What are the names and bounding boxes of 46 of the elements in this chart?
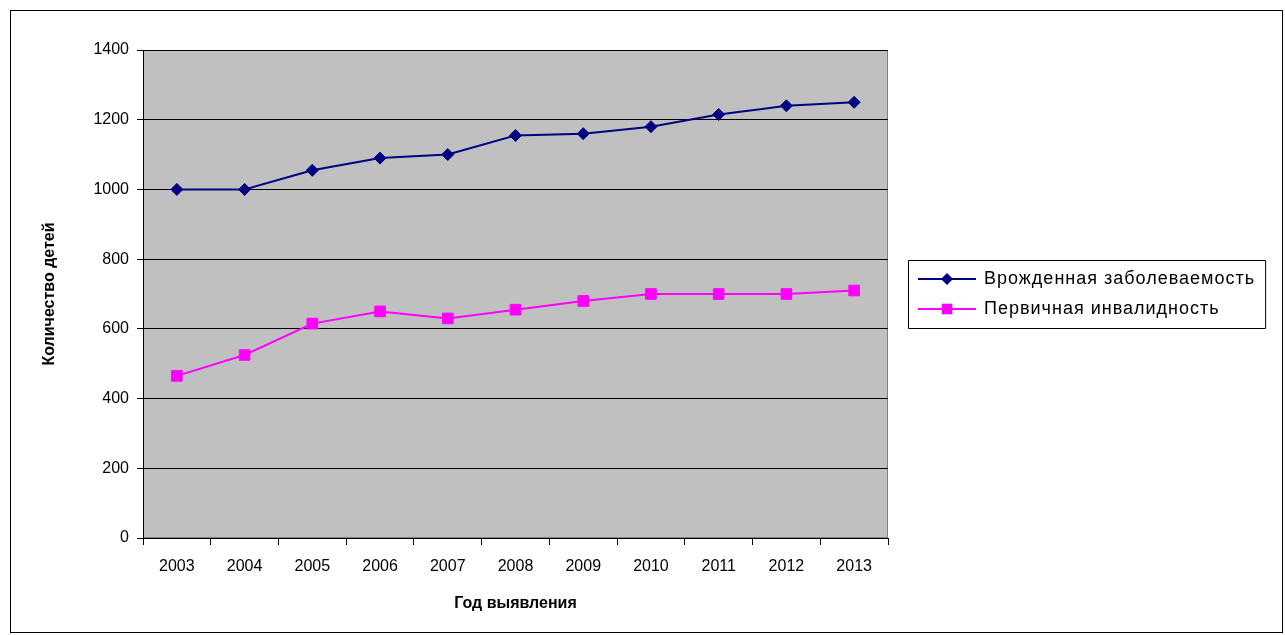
point <box>441 148 455 162</box>
point <box>712 107 726 121</box>
x-tick-label: 2003 <box>159 557 195 575</box>
point <box>509 128 522 142</box>
y-tick-label: 600 <box>102 319 130 337</box>
x-tick-label: 2009 <box>565 557 602 575</box>
point <box>238 182 252 196</box>
point <box>645 288 657 300</box>
y-tick-label: 0 <box>120 528 130 546</box>
y-axis-title: Количество детей <box>40 222 58 366</box>
y-tick-label: 800 <box>102 249 130 267</box>
x-tick-label: 2008 <box>497 557 534 575</box>
point <box>373 151 387 165</box>
point <box>644 120 658 134</box>
point <box>779 99 793 113</box>
legend-label: Первичная инвалидность <box>984 297 1220 318</box>
x-tick-label: 2010 <box>633 557 669 575</box>
y-tick-label: 400 <box>102 388 130 406</box>
x-tick-label: 2011 <box>701 557 736 575</box>
point <box>306 317 319 330</box>
point <box>238 349 251 361</box>
x-tick-label: 2007 <box>429 557 466 575</box>
point <box>441 312 454 325</box>
chart-border: Год выявления Количество детей 2003 2004 2005 2006 2007 2008 2009 2010 2011 2012 2013 0 200 400 600 800 1000 1200 1400 Врожденная заболеваемость Первичная инвалидность <box>10 10 1283 633</box>
y-tick-label: 200 <box>102 458 130 476</box>
point <box>374 305 386 318</box>
y-tick-label: 1000 <box>93 179 130 197</box>
x-tick-label: 2012 <box>768 557 805 575</box>
point <box>577 295 590 307</box>
point <box>848 284 860 297</box>
x-tick-label: 2004 <box>226 557 263 575</box>
x-tick-label: 2005 <box>294 557 331 575</box>
point <box>171 370 183 382</box>
point <box>509 303 522 316</box>
x-tick-label: 2006 <box>362 557 398 575</box>
x-axis-title: Год выявления <box>454 593 577 611</box>
legend-label: Врожденная заболеваемость <box>984 267 1256 288</box>
x-tick-label: 2013 <box>836 557 873 575</box>
point <box>170 182 184 196</box>
point <box>780 288 793 300</box>
point <box>305 163 319 177</box>
point <box>576 127 590 141</box>
point <box>712 288 725 300</box>
y-tick-label: 1200 <box>93 110 130 128</box>
y-tick-label: 1400 <box>93 40 130 58</box>
point <box>847 95 861 109</box>
